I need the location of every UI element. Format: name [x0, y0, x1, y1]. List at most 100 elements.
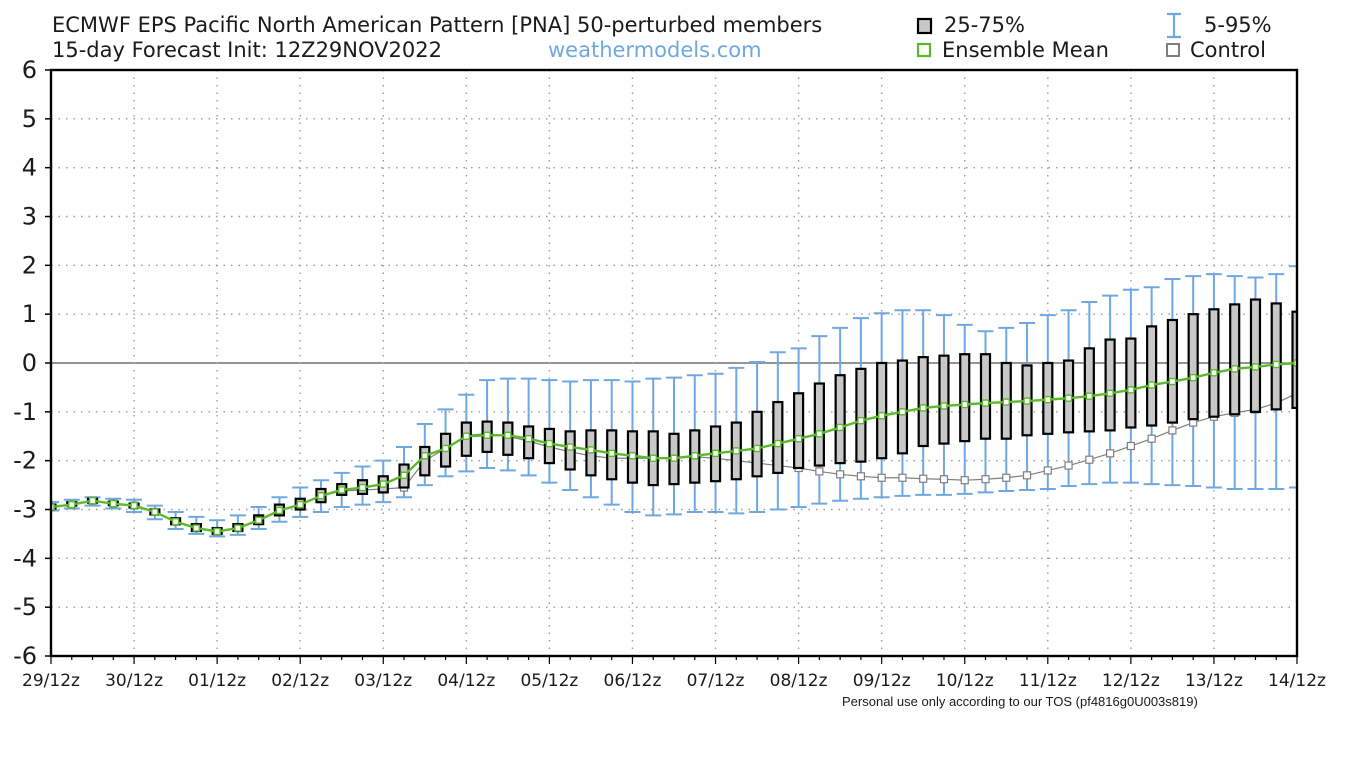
- mean-marker: [649, 454, 657, 462]
- iqr-box: [792, 392, 805, 470]
- mean-marker: [1210, 369, 1218, 377]
- plot-frame: [49, 68, 1299, 658]
- y-tick-label: 3: [22, 203, 37, 231]
- mean-marker: [524, 434, 533, 443]
- mean-marker: [421, 452, 429, 460]
- iqr-box: [938, 354, 950, 445]
- iqr-box: [813, 382, 825, 467]
- control-marker: [981, 475, 990, 484]
- iqr-box: [896, 359, 909, 455]
- mean-marker: [234, 524, 242, 532]
- control-marker: [0, 294, 7, 301]
- mean-marker: [898, 408, 907, 416]
- iqr-box: [1166, 318, 1179, 424]
- iqr-box: [1249, 298, 1262, 413]
- mean-marker: [358, 483, 367, 492]
- x-tick-label: 01/12z: [188, 671, 246, 691]
- mean-marker: [732, 447, 740, 455]
- iqr-box: [959, 353, 971, 443]
- mean-marker: [628, 452, 637, 460]
- legend-box-marker: [916, 17, 933, 35]
- control-marker: [856, 472, 866, 481]
- control-marker: [1002, 473, 1011, 482]
- iqr-box: [1208, 308, 1220, 418]
- mean-marker: [171, 518, 180, 526]
- mean-marker: [483, 431, 491, 439]
- control-marker: [898, 473, 907, 482]
- mean-marker: [1168, 377, 1177, 386]
- mean-marker: [961, 400, 969, 409]
- control-marker: [0, 291, 7, 298]
- iqr-box: [876, 361, 888, 460]
- mean-marker: [857, 416, 865, 425]
- mean-marker: [940, 402, 948, 410]
- mean-marker: [51, 503, 55, 511]
- control-marker: [1085, 455, 1094, 464]
- y-tick-label: 1: [22, 300, 37, 328]
- mean-marker: [919, 404, 927, 412]
- iqr-box: [751, 410, 763, 478]
- iqr-box: [1270, 302, 1282, 411]
- x-tick-label: 05/12z: [520, 671, 578, 691]
- x-tick-label: 30/12z: [105, 671, 163, 691]
- y-axis: 6 5 4 3 2 1 0 -1 -2 -3 -4 -5 -6: [13, 56, 51, 670]
- mean-marker: [88, 497, 97, 505]
- mean-marker: [109, 499, 118, 508]
- y-tick-label: 2: [22, 251, 37, 279]
- control-marker: [1168, 426, 1177, 435]
- legend-mean-marker: [916, 42, 932, 58]
- mean-marker: [1127, 386, 1135, 394]
- whiskers: [51, 263, 1326, 538]
- iqr-box: [917, 356, 929, 448]
- iqr-box: [979, 353, 992, 440]
- y-tick-label: 5: [22, 105, 37, 133]
- whisker: [1310, 263, 1326, 483]
- mean-marker: [753, 444, 761, 453]
- mean-marker: [254, 516, 263, 524]
- y-tick-label: -3: [13, 496, 37, 524]
- x-axis: 29/12z 30/12z 01/12z 02/12z 03/12z 04/12z 05/1…: [22, 656, 1326, 691]
- mean-marker: [379, 480, 387, 488]
- y-tick-label: -5: [13, 593, 37, 621]
- mean-marker: [1336, 360, 1342, 366]
- x-tick-label: 29/12z: [22, 671, 80, 691]
- x-tick-label: 13/12z: [1185, 671, 1243, 691]
- y-tick-label: -1: [13, 398, 37, 426]
- mean-marker: [1251, 363, 1260, 371]
- whisker: [1289, 265, 1297, 489]
- site-label[interactable]: weathermodels.com: [548, 38, 762, 62]
- legend-whisker-label: 5-95%: [1204, 13, 1272, 37]
- mean-marker: [192, 524, 201, 532]
- mean-marker: [545, 439, 554, 448]
- control-marker: [815, 467, 824, 476]
- mean-marker: [794, 434, 803, 443]
- control-marker: [1314, 377, 1321, 384]
- control-marker: [1105, 449, 1115, 458]
- iqr-box: [1229, 303, 1241, 416]
- mean-marker: [711, 449, 720, 458]
- y-tick-label: -4: [13, 544, 37, 572]
- mean-marker: [1230, 365, 1239, 373]
- y-tick-label: 0: [22, 349, 37, 377]
- control-marker: [919, 474, 928, 483]
- mean-marker: [566, 443, 574, 451]
- x-tick-label: 03/12z: [354, 671, 412, 691]
- control-marker: [939, 475, 949, 484]
- mean-marker: [1293, 359, 1297, 367]
- x-tick-label: 02/12z: [271, 671, 329, 691]
- mean-marker: [1002, 398, 1010, 406]
- control-marker: [1335, 360, 1342, 367]
- mean-marker: [1085, 392, 1094, 400]
- chart-subtitle: 15-day Forecast Init: 12Z29NOV2022: [52, 38, 442, 62]
- control-marker: [1147, 434, 1156, 443]
- mean-marker: [275, 506, 284, 515]
- x-tick-label: 04/12z: [437, 671, 495, 691]
- y-tick-label: 4: [22, 154, 37, 182]
- control-marker: [960, 476, 969, 485]
- mean-marker: [1189, 373, 1197, 382]
- x-tick-label: 08/12z: [770, 671, 828, 691]
- mean-marker: [400, 471, 408, 480]
- mean-marker: [1315, 360, 1321, 366]
- iqr-box: [419, 445, 431, 477]
